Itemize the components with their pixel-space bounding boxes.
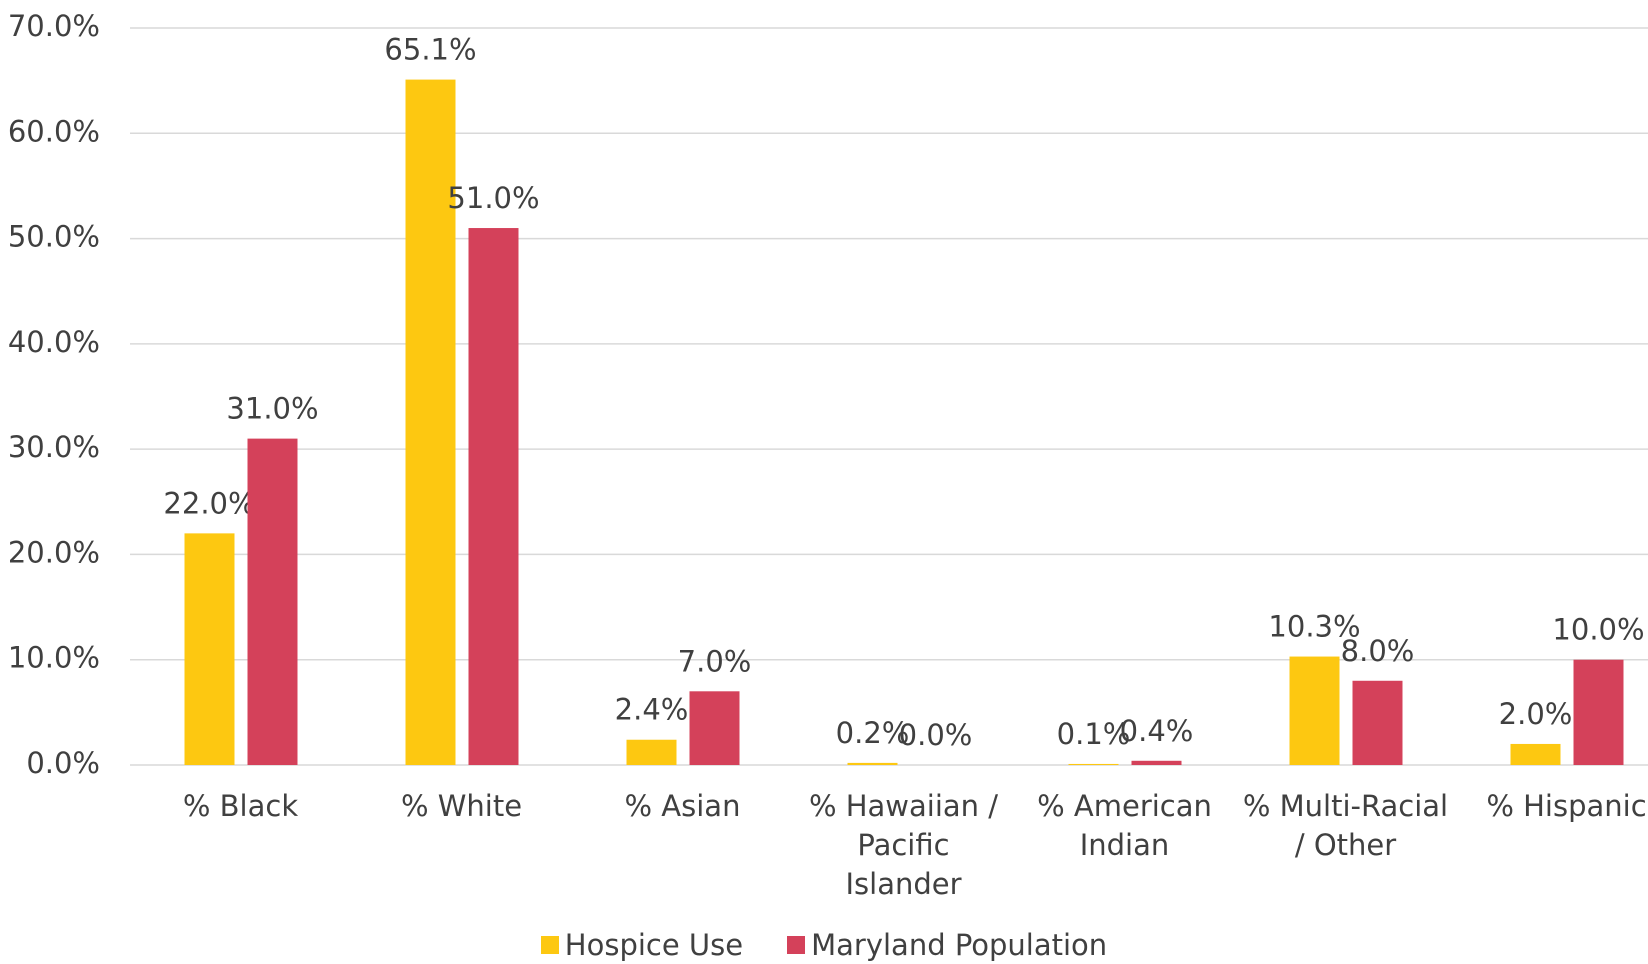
bar	[689, 691, 740, 765]
y-tick-label: 40.0%	[8, 325, 100, 359]
x-tick-label: % Multi-Racial / Other	[1242, 789, 1449, 862]
bar	[847, 762, 898, 765]
x-tick-label: % Hawaiian / Pacific Islander	[808, 789, 999, 901]
data-label: 2.0%	[1499, 697, 1573, 731]
x-tick-label: % Hispanic	[1486, 789, 1647, 823]
x-tick-label: % White	[400, 789, 523, 823]
x-tick-label: % American Indian	[1037, 789, 1212, 862]
data-label: 65.1%	[384, 33, 476, 67]
y-tick-label: 20.0%	[8, 535, 100, 569]
bar	[1068, 763, 1119, 765]
y-tick-label: 10.0%	[8, 641, 100, 675]
data-label: 2.4%	[615, 693, 689, 727]
data-label: 0.0%	[899, 718, 973, 752]
legend-item: Hospice Use	[540, 928, 744, 962]
y-tick-label: 30.0%	[8, 430, 100, 464]
data-label: 7.0%	[678, 644, 752, 678]
bar	[1573, 659, 1624, 765]
data-label: 0.1%	[1057, 717, 1131, 751]
legend-label: Maryland Population	[811, 928, 1108, 962]
y-tick-label: 70.0%	[8, 9, 100, 43]
bar	[247, 438, 298, 765]
data-label: 31.0%	[226, 392, 318, 426]
bar	[468, 228, 519, 766]
bar	[184, 533, 235, 765]
data-label: 10.3%	[1268, 610, 1360, 644]
x-tick-label: % Asian	[624, 789, 741, 823]
data-label: 0.2%	[836, 716, 910, 750]
bar	[1510, 743, 1561, 765]
data-label: 51.0%	[447, 181, 539, 215]
y-tick-label: 60.0%	[8, 114, 100, 148]
data-label: 10.0%	[1552, 613, 1644, 647]
bar	[1289, 656, 1340, 765]
bar	[1131, 760, 1182, 765]
data-label: 22.0%	[163, 486, 255, 520]
y-tick-label: 0.0%	[26, 746, 100, 780]
data-label: 0.4%	[1120, 714, 1194, 748]
bar	[405, 79, 456, 766]
data-label: 8.0%	[1341, 634, 1415, 668]
legend-swatch	[540, 936, 559, 954]
legend-swatch	[787, 936, 806, 954]
x-tick-label: % Black	[182, 789, 299, 823]
y-tick-label: 50.0%	[8, 220, 100, 254]
legend: Hospice Use Maryland Population	[0, 928, 1648, 962]
legend-label: Hospice Use	[564, 928, 744, 962]
legend-item: Maryland Population	[787, 928, 1107, 962]
bar	[1352, 680, 1403, 765]
bar	[626, 739, 677, 765]
